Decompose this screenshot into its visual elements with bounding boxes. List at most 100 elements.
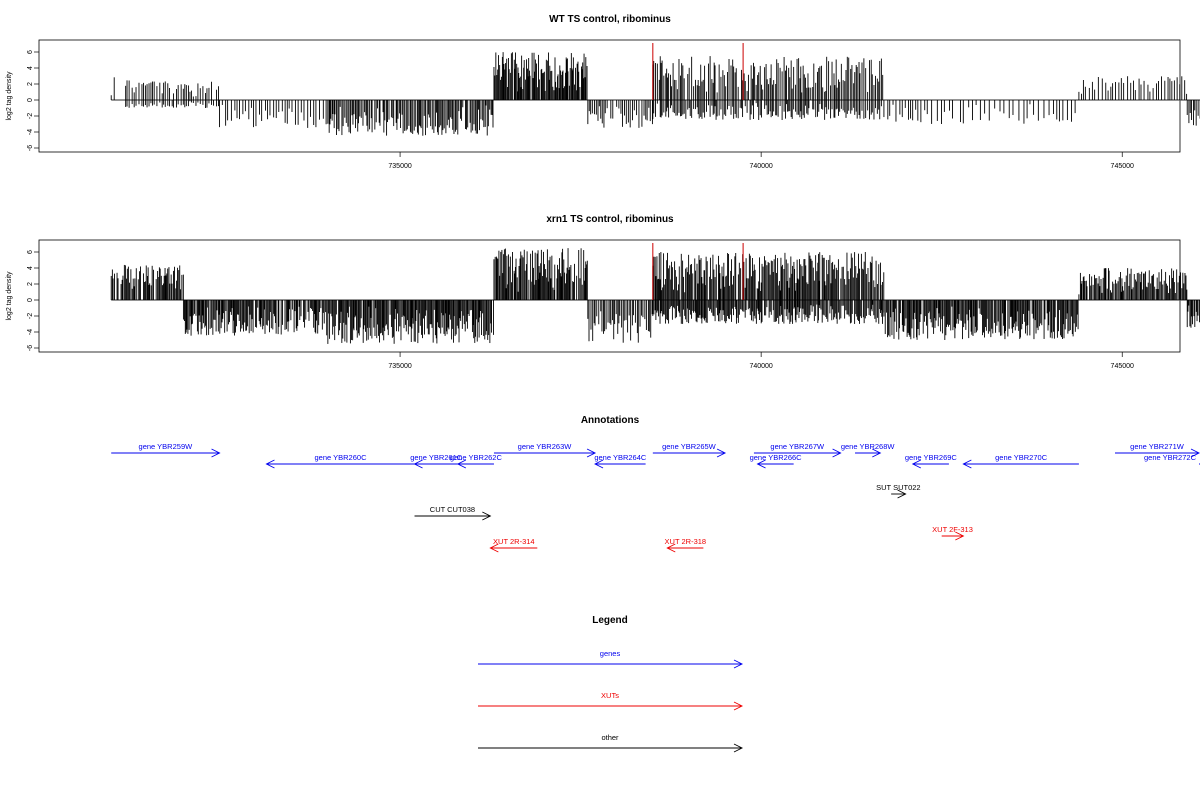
y-tick-label: 0: [27, 98, 34, 102]
y-tick-label: 4: [27, 266, 34, 270]
annotation-label: gene YBR266C: [750, 453, 803, 462]
annotation-gene: gene YBR270C: [962, 453, 1079, 469]
annotation-label: gene YBR260C: [315, 453, 368, 462]
annotation-label: XUT 2F-313: [932, 525, 973, 534]
x-tick-label: 745000: [1111, 363, 1134, 370]
y-tick-label: -4: [27, 129, 34, 135]
legend-arrowhead: [733, 659, 744, 669]
legend-label: XUTs: [601, 691, 619, 700]
x-tick-label: 735000: [388, 363, 411, 370]
annotation-arrowhead: [832, 448, 842, 458]
legend-label: genes: [600, 649, 621, 658]
y-tick-label: -4: [27, 329, 34, 335]
annotation-gene: gene YBR261C: [410, 453, 463, 469]
y-tick-label: 2: [27, 82, 34, 86]
annotation-arrowhead: [756, 459, 766, 469]
x-tick-label: 745000: [1111, 163, 1134, 170]
legend-label: other: [601, 733, 619, 742]
annotation-label: gene YBR271W: [1130, 442, 1185, 451]
annotation-label: CUT CUT038: [430, 505, 475, 514]
annotation-label: XUT 2R-318: [665, 537, 707, 546]
annotation-gene: gene YBR262C: [450, 453, 503, 469]
annotation-label: gene YBR263W: [518, 442, 573, 451]
y-tick-label: -2: [27, 313, 34, 319]
legend-panel: Legend genes XUTs other: [478, 615, 744, 753]
panel-xrn1-bars: [110, 243, 1200, 344]
annotation-gene: gene YBR268W: [841, 442, 896, 458]
panel-xrn1-plot-area: [38, 239, 1181, 353]
annotation-arrowhead: [413, 459, 423, 469]
annotation-gene: gene YBR265W: [652, 442, 727, 458]
panel-xrn1: xrn1 TS control, ribominus 6 4 2 0 -2 -4 -6 735…: [6, 214, 1200, 370]
annotations-title: Annotations: [581, 415, 640, 426]
legend-item: genes: [478, 649, 744, 669]
legend-title: Legend: [592, 615, 628, 626]
panel-wt-title: WT TS control, ribominus: [549, 14, 671, 25]
legend-items: genes XUTs other: [478, 649, 744, 753]
y-tick-label: 6: [27, 250, 34, 254]
annotation-arrowhead: [594, 459, 604, 469]
panel-xrn1-title: xrn1 TS control, ribominus: [546, 214, 674, 225]
annotation-arrowhead: [911, 459, 922, 469]
annotation-gene: gene YBR264C: [594, 453, 647, 469]
annotation-arrowhead: [872, 448, 882, 458]
annotation-gene: gene YBR267W: [753, 442, 842, 458]
panel-wt-ylabel: log2 tag density: [6, 71, 13, 121]
annotation-arrowhead: [456, 459, 467, 469]
annotation-other: CUT CUT038: [414, 505, 492, 521]
panel-xrn1-axes: 6 4 2 0 -2 -4 -6 735000 740000 745000: [27, 250, 1134, 370]
annotation-arrowhead: [962, 459, 972, 469]
panel-wt: WT TS control, ribominus 6 4 2 0 -2 -4 -6 73500…: [6, 14, 1200, 170]
annotation-arrowhead: [1190, 448, 1200, 458]
x-tick-label: 740000: [749, 163, 772, 170]
annotation-label: XUT 2R-314: [493, 537, 535, 546]
x-tick-label: 740000: [749, 363, 772, 370]
annotation-label: gene YBR259W: [139, 442, 194, 451]
annotation-label: gene YBR272C: [1144, 453, 1197, 462]
annotation-arrowhead: [586, 448, 597, 458]
annotation-label: gene YBR270C: [995, 453, 1048, 462]
annotation-arrowhead: [211, 448, 221, 458]
annotation-label: gene YBR262C: [450, 453, 503, 462]
annotation-label: gene YBR261C: [410, 453, 463, 462]
y-tick-label: -6: [27, 345, 34, 351]
y-tick-label: 0: [27, 298, 34, 302]
annotation-xut: XUT 2R-314: [489, 537, 538, 553]
legend-arrowhead: [733, 701, 744, 711]
annotation-xut: XUT 2R-318: [665, 537, 707, 553]
panel-wt-plot-area: [38, 39, 1181, 153]
y-tick-label: 4: [27, 66, 34, 70]
panel-wt-axes: 6 4 2 0 -2 -4 -6 735000 740000 745000: [27, 50, 1134, 170]
annotation-gene: gene YBR271W: [1115, 442, 1200, 458]
annotation-xut: XUT 2F-313: [932, 525, 973, 541]
annotation-arrowhead: [716, 448, 727, 458]
annotation-label: gene YBR267W: [770, 442, 825, 451]
annotation-gene: gene YBR263W: [493, 442, 597, 458]
y-tick-label: -2: [27, 113, 34, 119]
annotation-other: SUT SUT022: [876, 483, 921, 499]
legend-item: XUTs: [478, 691, 744, 711]
annotations-panel: Annotations gene YBR259W gene YBR260C gene…: [111, 415, 1200, 553]
annotation-gene: gene YBR266C: [750, 453, 803, 469]
annotation-arrowhead: [489, 543, 499, 553]
y-tick-label: 2: [27, 282, 34, 286]
legend-arrowhead: [733, 743, 744, 753]
annotation-label: gene YBR265W: [662, 442, 717, 451]
annotation-label: SUT SUT022: [876, 483, 920, 492]
annotation-arrowhead: [666, 543, 676, 553]
annotation-label: gene YBR264C: [594, 453, 647, 462]
panel-xrn1-ylabel: log2 tag density: [6, 271, 13, 321]
annotation-gene: gene YBR260C: [265, 453, 415, 469]
annotation-gene: gene YBR259W: [111, 442, 221, 458]
x-tick-label: 735000: [388, 163, 411, 170]
panel-wt-bars: [110, 43, 1200, 136]
annotation-arrowhead: [955, 531, 965, 541]
annotation-arrowhead: [265, 459, 275, 469]
annotation-label: gene YBR269C: [905, 453, 958, 462]
annotation-label: gene YBR268W: [841, 442, 896, 451]
annotation-arrowhead: [482, 511, 492, 521]
y-tick-label: -6: [27, 145, 34, 151]
annotation-gene: gene YBR272C: [1144, 453, 1200, 465]
